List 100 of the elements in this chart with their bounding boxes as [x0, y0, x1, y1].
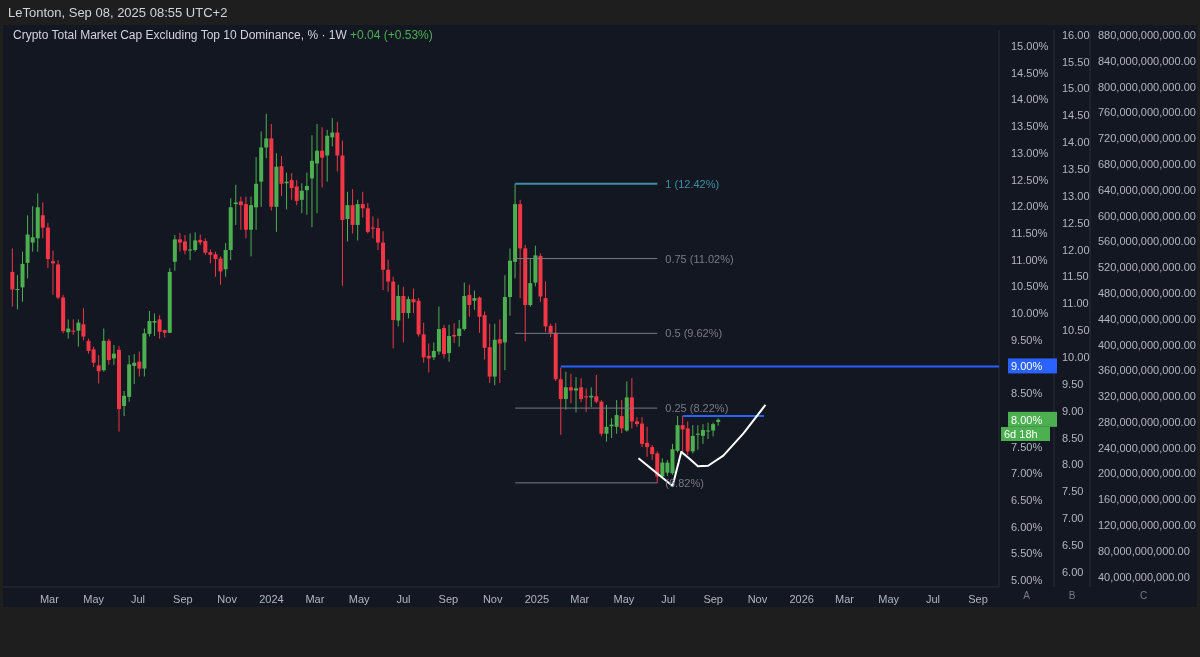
y2-tick-label: 6.00 [1062, 565, 1084, 578]
candlestick [604, 404, 609, 443]
candlestick [568, 373, 573, 404]
y3-tick-label: 480,000,000,000.00 [1098, 286, 1196, 299]
candlestick [660, 457, 665, 479]
text: 6d 18h [1004, 426, 1050, 441]
candlestick [401, 286, 406, 343]
candlestick [350, 188, 355, 234]
x-tick-label: Mar [835, 592, 855, 605]
candlestick [76, 318, 81, 348]
candlestick [10, 247, 15, 308]
x-tick-label: Mar [39, 592, 60, 605]
x-tick-label: Jul [130, 592, 145, 605]
x-tick-label: May [613, 592, 635, 605]
y3-tick-label: 440,000,000,000.00 [1098, 312, 1196, 325]
y3-axis-title: C [1138, 590, 1149, 601]
x-tick-label: Nov [747, 592, 768, 605]
annotation: 1 (12.42%) [665, 177, 720, 190]
y2-tick-label: 12.50 [1062, 216, 1090, 229]
x-tick-label: Jul [661, 592, 676, 605]
candlestick [447, 324, 452, 363]
candlestick [436, 306, 441, 356]
y3-tick-label: 560,000,000,000.00 [1098, 235, 1196, 248]
candlestick [223, 242, 228, 278]
candlestick [594, 374, 599, 404]
candlestick [345, 191, 350, 242]
candlestick [188, 232, 193, 261]
candlestick [640, 416, 645, 448]
x-tick-label: Nov [217, 592, 238, 605]
y3-tick-label: 80,000,000,000.00 [1098, 544, 1190, 557]
candlestick [172, 234, 177, 272]
y2-tick-label: 15.50 [1062, 55, 1090, 68]
y3-tick-label: 240,000,000,000.00 [1098, 441, 1196, 454]
candlestick [563, 371, 568, 411]
y-tick-label: 6.50% [1011, 493, 1043, 506]
candlestick [386, 259, 391, 293]
candlestick [497, 318, 502, 384]
y-tick-label: 14.00% [1011, 93, 1049, 106]
chart-title: Crypto Total Market Cap Excluding Top 10 Dominance, % · 1W [13, 28, 347, 42]
candlestick [375, 218, 380, 251]
candlestick [233, 184, 238, 226]
y3-tick-label: 160,000,000,000.00 [1098, 493, 1196, 506]
y-tick-label: 9.00% [1011, 360, 1043, 373]
y3-tick-label: 360,000,000,000.00 [1098, 364, 1196, 377]
candlestick [106, 338, 111, 366]
candlestick [690, 424, 695, 454]
y-tick-label: 6.00% [1011, 520, 1043, 533]
y3-tick-label: 400,000,000,000.00 [1098, 338, 1196, 351]
y3-tick-label: 520,000,000,000.00 [1098, 261, 1196, 274]
x-tick-label: Sep [703, 592, 723, 605]
candlestick [71, 318, 76, 336]
candlestick [472, 290, 477, 311]
y2-tick-label: 8.00 [1062, 458, 1084, 471]
y2-tick-label: 13.50 [1062, 163, 1090, 176]
y2-tick-label: 6.50 [1062, 539, 1084, 552]
candlestick [40, 201, 45, 239]
candlestick [457, 319, 462, 348]
y3-tick-label: 720,000,000,000.00 [1098, 132, 1196, 145]
y-tick-label: 7.50% [1011, 440, 1043, 453]
candlestick [299, 182, 304, 214]
x-tick-label: Sep [173, 592, 193, 605]
y2-tick-label: 14.00 [1062, 136, 1090, 149]
chart-subtitle: +0.04 (+0.53%) [350, 28, 433, 42]
y-tick-label: 11.50% [1011, 226, 1048, 239]
y2-tick-label: 9.00 [1062, 404, 1084, 417]
y3-tick-label: 640,000,000,000.00 [1098, 183, 1196, 196]
y-tick-label: 7.00% [1011, 467, 1043, 480]
y-tick-label: 12.50% [1011, 173, 1049, 186]
candlestick [81, 307, 86, 341]
y2-tick-label: 10.00 [1062, 351, 1090, 364]
candlestick [634, 416, 639, 428]
candlestick [320, 126, 325, 189]
x-tick-label: 2026 [789, 592, 814, 605]
candlestick [264, 113, 269, 159]
x-tick-label: Sep [968, 592, 988, 605]
x-tick-label: 2024 [259, 592, 284, 605]
y3-tick-label: 800,000,000,000.00 [1098, 80, 1196, 93]
y2-tick-label: 16.00 [1062, 28, 1090, 41]
y3-tick-label: 760,000,000,000.00 [1098, 106, 1196, 119]
annotation: 0.75 (11.02%) [665, 252, 734, 265]
y3-tick-label: 880,000,000,000.00 [1098, 29, 1196, 42]
y-tick-label: 10.00% [1011, 307, 1049, 320]
y2-tick-label: 8.50 [1062, 431, 1084, 444]
text: LeTonton, Sep 08, 2025 08:55 UTC+2 [8, 5, 228, 20]
x-tick-label: Jul [396, 592, 411, 605]
candlestick [335, 121, 340, 173]
x-tick-label: 2025 [524, 592, 550, 605]
candlestick [137, 350, 142, 378]
candlestick [355, 199, 360, 241]
candlestick [685, 420, 690, 456]
y3-tick-label: 600,000,000,000.00 [1098, 209, 1196, 222]
candlestick [279, 155, 284, 197]
candlestick [304, 172, 309, 216]
y3-tick-label: 40,000,000,000.00 [1098, 570, 1190, 583]
x-tick-label: May [83, 592, 105, 605]
y3-tick-label: 280,000,000,000.00 [1098, 415, 1196, 428]
y-tick-label: 13.00% [1011, 146, 1049, 159]
annotation: 0.5 (9.62%) [665, 327, 723, 340]
y-tick-label: 9.50% [1011, 333, 1043, 346]
y3-tick-label: 840,000,000,000.00 [1098, 54, 1196, 67]
